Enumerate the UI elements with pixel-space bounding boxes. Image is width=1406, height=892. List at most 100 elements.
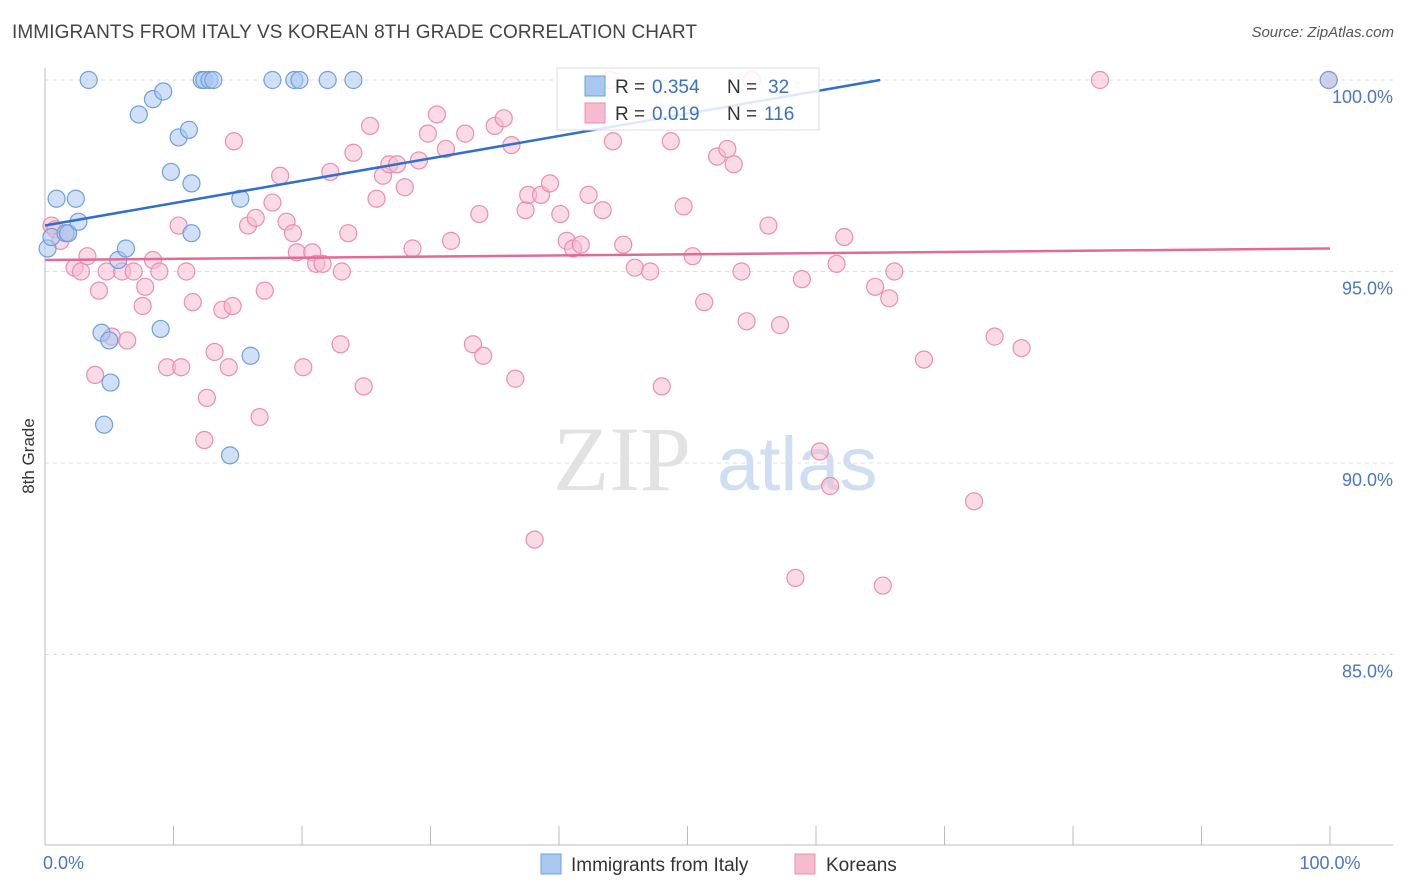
korea-point-82 [625,258,644,277]
korea-point-110 [1090,70,1110,90]
legend-italy-n-label: N = [727,77,757,98]
korea-points [42,70,1338,595]
korea-point-73 [540,174,560,193]
korea-point-47 [344,143,363,162]
italy-point-32 [290,70,309,90]
korea-point-61 [456,124,475,143]
korea-point-42 [313,254,332,273]
korea-point-101 [835,227,854,247]
korea-point-20 [172,358,191,377]
legend-swatch-italy [584,75,606,97]
legend-korea-r-value: 0.019 [652,104,700,125]
korea-point-71 [525,530,544,549]
gridlines: 100.0% 95.0% 90.0% 85.0% [45,79,1393,682]
italy-point-26 [204,70,223,90]
korea-point-34 [263,193,282,212]
korea-point-33 [255,281,274,300]
korea-point-85 [661,132,680,151]
korea-point-87 [683,247,702,266]
korea-point-39 [294,358,313,377]
chart-title: IMMIGRANTS FROM ITALY VS KOREAN 8TH GRAD… [12,22,698,43]
korea-point-68 [506,369,525,388]
korea-point-35 [271,166,290,185]
legend-korea-n-value: 116 [764,104,794,125]
korea-point-31 [246,208,265,227]
korea-point-28 [223,296,242,316]
korea-point-106 [914,350,934,369]
watermark-atlas: atlas [717,422,878,507]
korea-point-97 [792,270,811,289]
bottom-legend-swatch-italy [540,853,562,875]
y-axis-label: 8th Grade [19,418,38,494]
italy-point-34 [344,70,363,90]
y-tick-label-3: 85.0% [1342,662,1393,682]
watermark-zip: ZIP [553,408,691,510]
korea-point-64 [474,346,493,365]
korea-point-66 [494,109,513,128]
italy-point-2 [47,189,66,208]
bottom-legend-korea: Koreans [826,855,897,876]
korea-point-107 [964,492,984,511]
korea-point-74 [551,204,570,224]
series-legend: Immigrants from Italy Koreans [540,853,897,876]
korea-point-5 [71,262,91,281]
korea-point-37 [283,224,303,243]
italy-point-9 [100,331,119,350]
korea-point-98 [810,442,829,461]
korea-point-44 [331,335,350,354]
korea-point-49 [361,116,380,136]
korea-point-96 [786,568,805,588]
italy-point-4 [59,224,78,243]
korea-point-108 [985,327,1004,346]
italy-point-7 [79,70,98,90]
korea-point-80 [603,132,623,151]
x-tick-label-0: 0.0% [43,853,84,873]
korea-point-63 [470,204,489,224]
italy-point-19 [151,319,170,339]
korea-point-60 [441,231,461,250]
korea-point-23 [195,430,214,450]
korea-point-100 [827,254,846,273]
legend-swatch-korea [584,102,606,124]
italy-point-27 [220,446,240,465]
korea-point-15 [136,277,155,296]
korea-point-102 [866,277,885,296]
korea-point-21 [177,262,196,281]
korea-point-104 [880,289,899,308]
korea-point-78 [579,185,598,204]
correlation-legend: R = 0.354 N = 32 R = 0.019 N = 116 [556,67,820,131]
italy-point-16 [154,82,173,101]
korea-point-91 [724,155,743,174]
y-tick-label-1: 95.0% [1342,279,1393,299]
korea-point-13 [124,262,143,281]
korea-point-62 [463,335,483,354]
korea-point-8 [89,281,109,300]
korea-point-46 [339,224,358,243]
korea-point-17 [150,262,169,281]
legend-italy-n-value: 32 [768,77,789,98]
korea-point-6 [78,247,97,266]
italy-point-30 [263,70,282,90]
y-tick-label-0: 100.0% [1332,87,1393,107]
korea-point-99 [821,476,840,496]
korea-point-83 [641,262,660,281]
korea-point-79 [593,201,612,220]
x-tick-label-1: 100.0% [1299,853,1360,873]
korea-point-22 [183,293,202,312]
korea-point-69 [516,201,535,220]
italy-point-29 [241,346,260,365]
italy-point-10 [95,415,114,434]
korea-point-45 [332,262,351,281]
korea-trend-line [44,247,1331,262]
bottom-legend-italy: Immigrants from Italy [571,855,749,876]
korea-point-94 [759,216,778,235]
italy-point-21 [182,174,201,193]
italy-point-35 [1319,70,1338,90]
korea-point-58 [427,105,447,124]
korea-point-25 [205,342,224,362]
korea-point-57 [418,124,438,143]
italy-point-17 [161,162,181,182]
italy-point-28 [231,189,250,208]
x-ticks: 0.0% 100.0% [43,826,1361,873]
